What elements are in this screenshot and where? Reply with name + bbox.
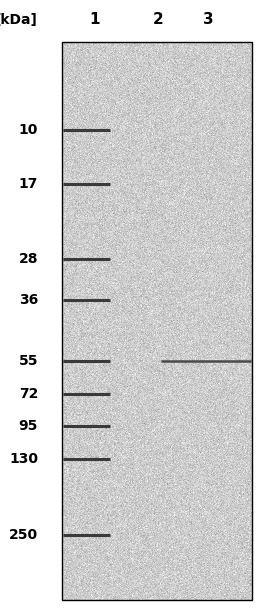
Text: [kDa]: [kDa]: [0, 13, 38, 27]
Text: 10: 10: [19, 123, 38, 137]
Text: 130: 130: [9, 452, 38, 466]
Text: 95: 95: [19, 419, 38, 433]
Bar: [62, 42, 252, 600]
Text: 72: 72: [19, 387, 38, 401]
Text: 3: 3: [203, 12, 213, 27]
Text: 17: 17: [19, 178, 38, 192]
Text: 36: 36: [19, 293, 38, 307]
Text: 250: 250: [9, 528, 38, 542]
Text: 55: 55: [18, 354, 38, 368]
Text: 1: 1: [90, 12, 100, 27]
Text: 2: 2: [153, 12, 163, 27]
Text: 28: 28: [18, 251, 38, 265]
